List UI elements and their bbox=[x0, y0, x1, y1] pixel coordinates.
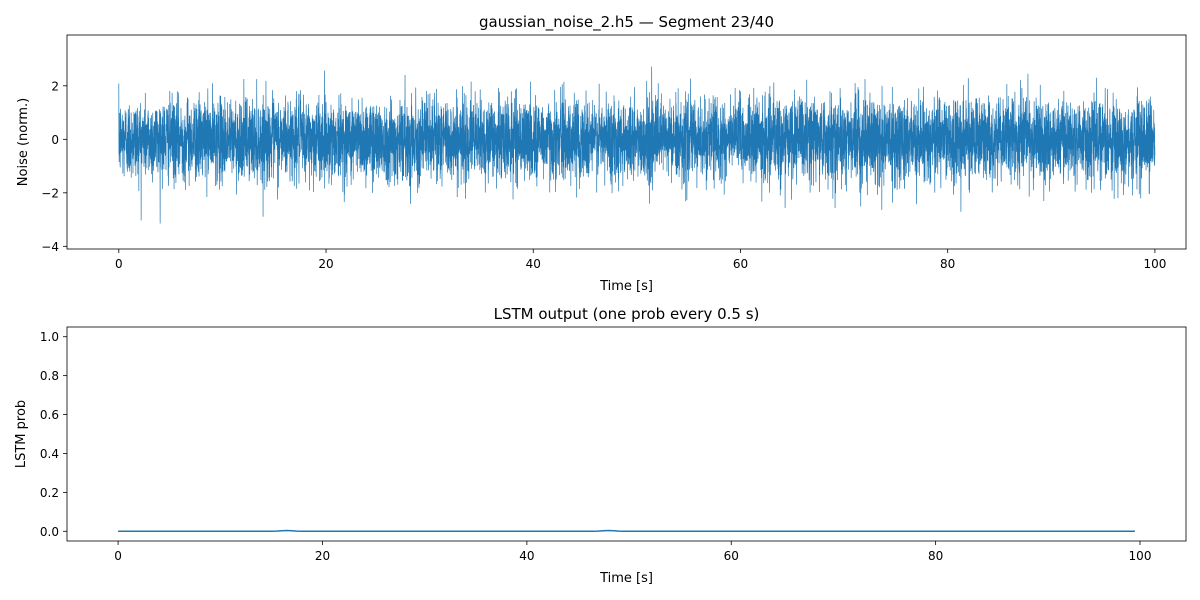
lstm-x-ticks: 0 20 40 60 80 100 bbox=[114, 541, 1151, 563]
lstm-x-tick-label: 40 bbox=[519, 549, 534, 563]
lstm-y-tick-label: 0.0 bbox=[40, 525, 59, 539]
noise-series-line bbox=[118, 66, 1156, 224]
noise-x-tick-label: 0 bbox=[115, 257, 123, 271]
lstm-plot-frame bbox=[66, 326, 1187, 542]
noise-chart-title: gaussian_noise_2.h5 — Segment 23/40 bbox=[479, 13, 774, 32]
lstm-chart-title: LSTM output (one prob every 0.5 s) bbox=[494, 305, 760, 323]
lstm-y-tick-label: 0.4 bbox=[40, 447, 59, 461]
lstm-y-tick-label: 0.6 bbox=[40, 408, 59, 422]
noise-plot-frame bbox=[66, 34, 1187, 250]
noise-y-axis-label: Noise (norm.) bbox=[16, 98, 31, 186]
lstm-x-tick-label: 80 bbox=[928, 549, 943, 563]
noise-x-tick-label: 60 bbox=[733, 257, 748, 271]
lstm-series-line bbox=[118, 529, 1135, 533]
noise-series-group bbox=[118, 66, 1156, 224]
noise-x-ticks: 0 20 40 60 80 100 bbox=[115, 249, 1166, 271]
lstm-series-group bbox=[118, 529, 1135, 533]
lstm-x-tick-label: 100 bbox=[1129, 549, 1152, 563]
noise-y-tick-label: 2 bbox=[51, 79, 59, 93]
noise-x-tick-label: 20 bbox=[318, 257, 333, 271]
noise-y-ticks: −4 −2 0 2 bbox=[41, 79, 67, 254]
lstm-y-axis-label: LSTM prob bbox=[14, 400, 29, 468]
lstm-y-tick-label: 1.0 bbox=[40, 330, 59, 344]
noise-y-tick-label: 0 bbox=[51, 133, 59, 147]
lstm-x-tick-label: 20 bbox=[315, 549, 330, 563]
noise-x-tick-label: 80 bbox=[940, 257, 955, 271]
lstm-x-axis-label: Time [s] bbox=[599, 571, 653, 586]
noise-x-tick-label: 40 bbox=[526, 257, 541, 271]
lstm-x-tick-label: 60 bbox=[724, 549, 739, 563]
noise-x-axis-label: Time [s] bbox=[599, 279, 653, 294]
noise-y-tick-label: −4 bbox=[41, 240, 59, 254]
lstm-y-tick-label: 0.2 bbox=[40, 486, 59, 500]
lstm-y-tick-label: 0.8 bbox=[40, 369, 59, 383]
lstm-x-tick-label: 0 bbox=[114, 549, 122, 563]
noise-x-tick-label: 100 bbox=[1143, 257, 1166, 271]
lstm-y-ticks: 0.0 0.2 0.4 0.6 0.8 1.0 bbox=[40, 330, 67, 539]
lstm-chart: LSTM output (one prob every 0.5 s) 0 20 40… bbox=[14, 305, 1187, 586]
noise-chart: gaussian_noise_2.h5 — Segment 23/40 0 20 4… bbox=[16, 13, 1187, 294]
noise-y-tick-label: −2 bbox=[41, 186, 59, 200]
